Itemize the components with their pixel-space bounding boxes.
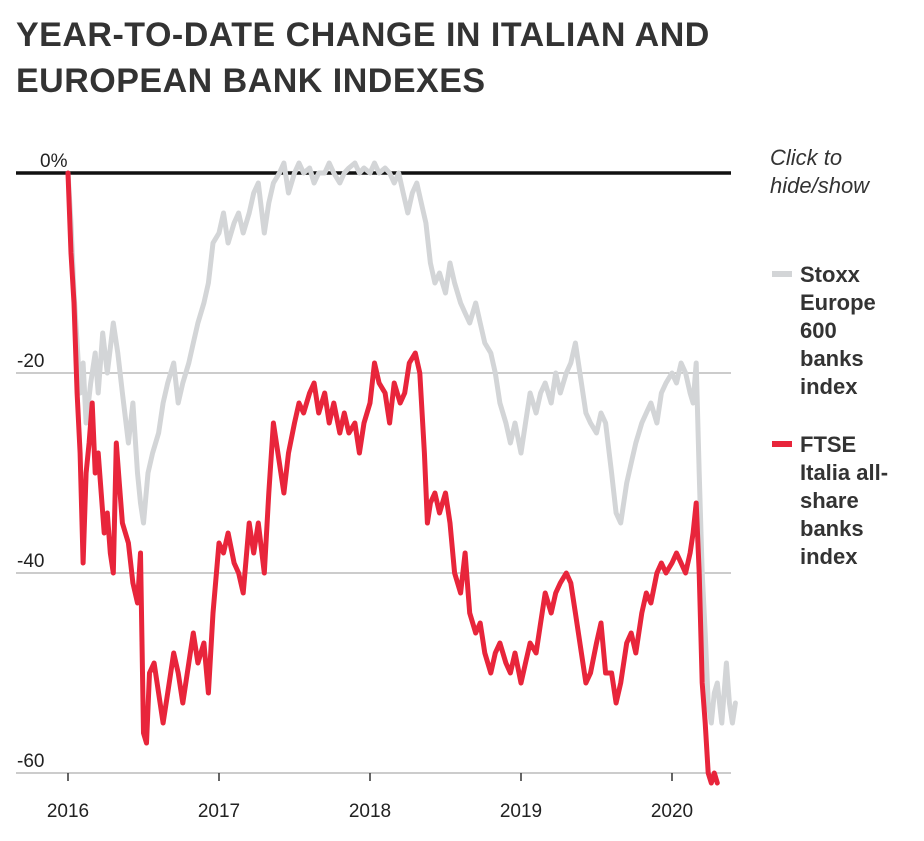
y-tick-label: -40 [17, 551, 44, 572]
legend[interactable]: Click to hide/show Stoxx Europe 600 banks inde… [770, 145, 888, 569]
legend-label: share [800, 488, 859, 513]
series-line-stoxx [65, 160, 738, 726]
legend-label: index [800, 374, 858, 399]
gridlines [16, 171, 731, 774]
legend-label: index [800, 544, 858, 569]
legend-item-ftse[interactable]: FTSE Italia all-share banks index [772, 432, 888, 569]
chart-area: 0% -20 -40 -60 2016 2017 2018 2019 2020 Click t… [0, 140, 924, 836]
legend-label: banks [800, 516, 864, 541]
y-tick-label: 0% [40, 151, 68, 172]
legend-label: banks [800, 346, 864, 371]
x-tick-label: 2016 [47, 801, 89, 822]
x-tick-label: 2017 [198, 801, 240, 822]
legend-item-stoxx[interactable]: Stoxx Europe 600 banks index [772, 262, 876, 399]
series-lines [65, 160, 738, 786]
y-tick-label: -60 [17, 751, 44, 772]
legend-label: Stoxx [800, 262, 861, 287]
legend-label: 600 [800, 318, 837, 343]
x-tick-label: 2020 [651, 801, 693, 822]
legend-label: Europe [800, 290, 876, 315]
y-tick-label: -20 [17, 351, 44, 372]
chart-title: YEAR-TO-DATE CHANGE IN ITALIAN AND EUROP… [16, 16, 710, 100]
line-chart: 0% -20 -40 -60 2016 2017 2018 2019 2020 Click t… [16, 145, 888, 822]
legend-label: Italia all- [800, 460, 888, 485]
x-tick-label: 2018 [349, 801, 391, 822]
x-axis-ticks: 2016 2017 2018 2019 2020 [47, 773, 693, 822]
x-tick-label: 2019 [500, 801, 542, 822]
legend-hint-text: Click to [770, 145, 842, 170]
legend-hint-text: hide/show [770, 173, 871, 198]
legend-label: FTSE [800, 432, 856, 457]
series-line-ftse [65, 170, 720, 786]
y-axis-ticks: 0% -20 -40 -60 [17, 151, 68, 772]
